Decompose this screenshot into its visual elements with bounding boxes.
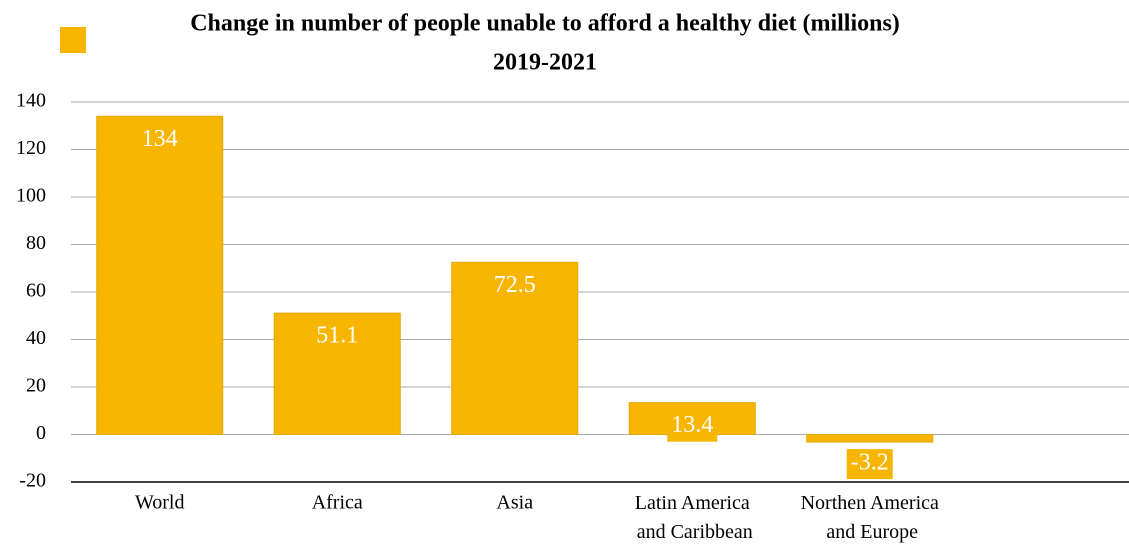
y-tick-label: 80 [26,232,46,254]
value-label: 13.4 [671,412,713,438]
x-tick-label: Africa [312,492,363,514]
bar [96,115,224,435]
bar [806,434,934,443]
x-tick-label: Latin America and Caribbean [632,492,753,543]
value-label: 51.1 [316,323,358,349]
y-tick-label: 40 [26,327,46,349]
legend-swatch [60,27,86,53]
y-tick-label: -20 [19,470,46,492]
x-tick-label: World [135,492,185,514]
chart-subtitle: 2019-2021 [493,50,597,76]
value-label: -3.2 [851,450,889,476]
value-label-bg [846,449,893,480]
y-tick-label: 120 [16,137,46,159]
y-tick-label: 20 [26,375,46,397]
value-label-bg [312,322,363,353]
x-tick-label: Northen America and Europe [801,492,939,543]
y-tick-label: 60 [26,280,46,302]
value-label-bg [489,271,540,302]
y-tick-label: 0 [36,422,46,444]
value-label: 72.5 [494,272,536,298]
y-tick-label: 100 [16,185,46,207]
chart-title: Change in number of people unable to aff… [190,11,900,37]
x-tick-label: Asia [496,492,533,514]
value-label-bg [667,411,718,442]
value-label: 134 [142,126,178,152]
y-tick-label: 140 [16,90,46,112]
value-label-bg [137,125,182,156]
